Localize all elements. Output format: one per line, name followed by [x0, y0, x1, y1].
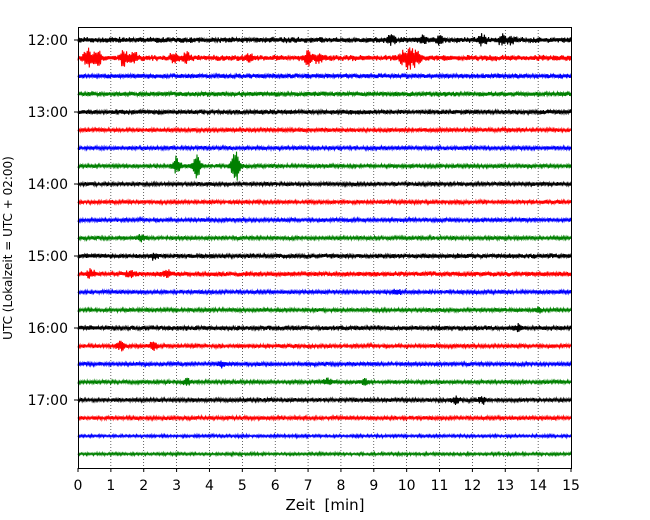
seismic-trace [77, 144, 572, 153]
seismic-trace [77, 33, 572, 47]
x-tick-label: 8 [336, 478, 345, 494]
seismic-trace [77, 450, 572, 458]
x-tick-label: 13 [496, 478, 514, 494]
x-tick-label: 11 [431, 478, 449, 494]
y-tick-label: 17:00 [28, 393, 68, 409]
seismic-trace [77, 323, 572, 333]
seismic-trace [77, 395, 572, 405]
seismic-trace [77, 252, 572, 261]
x-tick-label: 4 [205, 478, 214, 494]
seismic-trace [77, 268, 572, 279]
seismic-trace [77, 108, 572, 116]
x-tick-label: 6 [271, 478, 280, 494]
trace-group [77, 33, 572, 458]
x-tick-label: 10 [398, 478, 416, 494]
seismic-trace [77, 413, 572, 422]
x-tick-label: 2 [139, 478, 148, 494]
seismic-trace [77, 125, 572, 134]
y-tick-label: 13:00 [28, 105, 68, 121]
plot-frame [78, 27, 572, 469]
y-axis-ticks: 12:00 13:00 14:00 15:00 16:00 17:00 [28, 33, 78, 409]
seismic-trace [77, 432, 572, 440]
x-tick-label: 5 [238, 478, 247, 494]
seismic-trace [77, 151, 572, 181]
seismic-trace [77, 215, 572, 224]
x-axis-ticks: 0 1 2 3 4 5 6 7 8 9 10 11 12 13 14 15 [74, 468, 580, 494]
y-axis-label: UTC (Lokalzeit = UTC + 02:00) [1, 156, 15, 340]
seismic-trace [77, 90, 572, 98]
seismic-trace [77, 360, 572, 369]
x-tick-label: 0 [74, 478, 83, 494]
y-tick-label: 15:00 [28, 249, 68, 265]
x-tick-label: 9 [369, 478, 378, 494]
seismic-trace [77, 47, 572, 70]
y-tick-label: 16:00 [28, 321, 68, 337]
seismic-trace [77, 306, 572, 315]
x-tick-label: 1 [106, 478, 115, 494]
x-axis-label: Zeit [min] [285, 496, 364, 514]
seismic-trace [77, 288, 572, 296]
x-tick-label: 12 [463, 478, 481, 494]
seismic-trace [77, 377, 572, 387]
x-tick-label: 14 [529, 478, 547, 494]
seismic-trace [77, 180, 572, 189]
seismic-trace [77, 340, 572, 352]
y-tick-label: 12:00 [28, 33, 68, 49]
x-tick-label: 15 [562, 478, 580, 494]
seismic-trace [77, 72, 572, 80]
seismic-trace [77, 233, 572, 243]
x-tick-label: 3 [172, 478, 181, 494]
seismic-trace [77, 197, 572, 207]
x-tick-label: 7 [304, 478, 313, 494]
y-tick-label: 14:00 [28, 177, 68, 193]
